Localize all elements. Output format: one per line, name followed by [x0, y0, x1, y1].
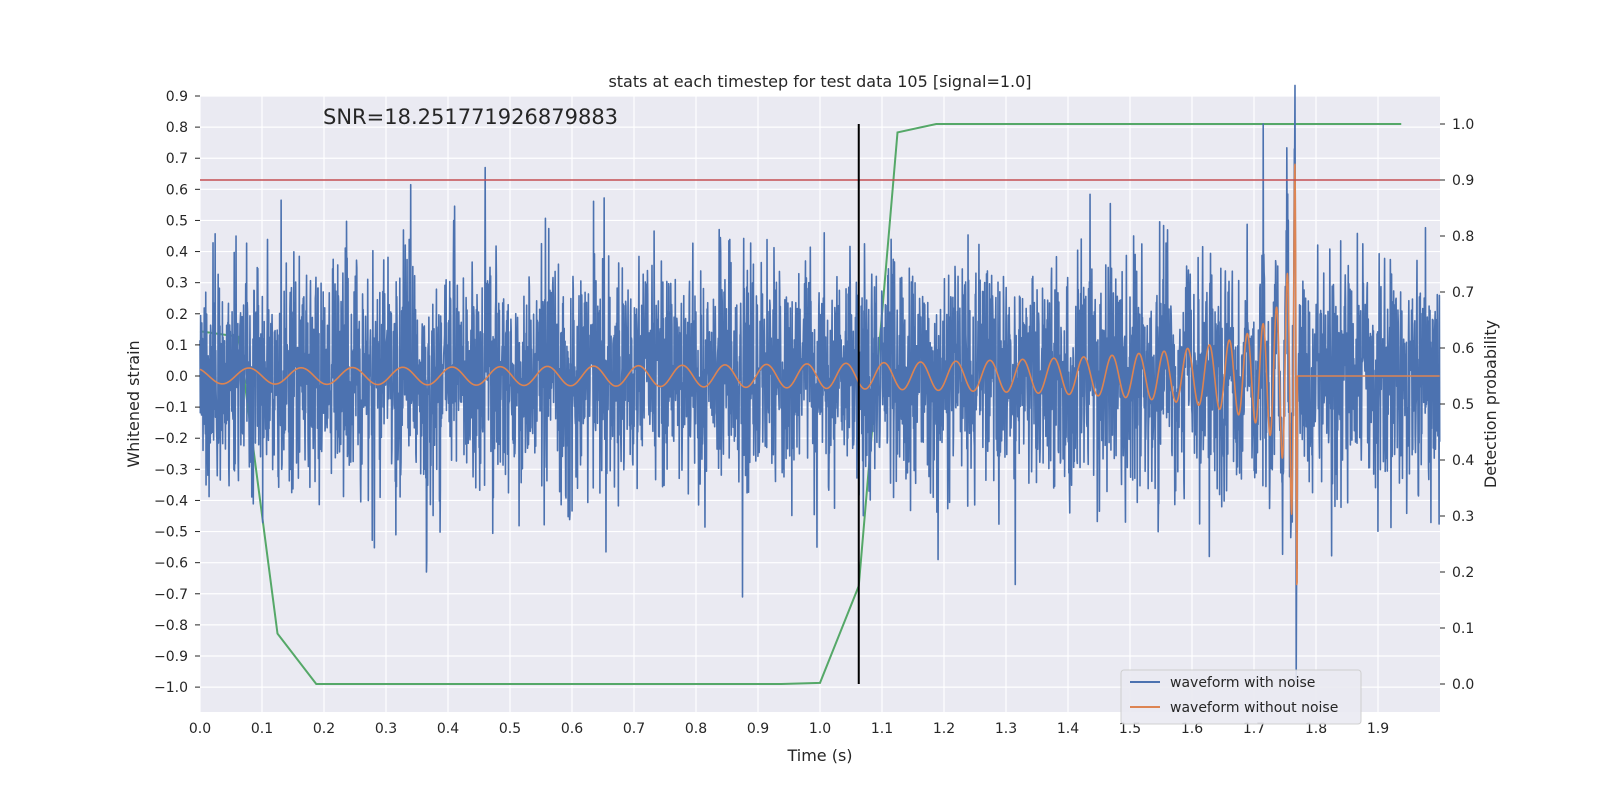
y-tick-label: −1.0	[154, 680, 188, 696]
x-tick-label: 0.2	[313, 721, 335, 737]
y-tick-label: 0.9	[166, 89, 188, 105]
x-tick-label: 1.4	[1057, 721, 1079, 737]
y2-tick-label: 0.3	[1452, 509, 1474, 525]
x-tick-label: 0.0	[189, 721, 211, 737]
y2-tick-label: 1.0	[1452, 117, 1474, 133]
y2-tick-label: 0.0	[1452, 677, 1474, 693]
x-tick-label: 1.6	[1181, 721, 1203, 737]
x-tick-label: 1.7	[1243, 721, 1265, 737]
y-tick-label: 0.1	[166, 338, 188, 354]
legend-label-clean: waveform without noise	[1170, 700, 1338, 716]
y2-tick-label: 0.4	[1452, 453, 1474, 469]
ticks: 0.0 0.1 0.2 0.3 0.4 0.5 0.6 0.7 0.8 0.9 1.0 1.1 1.2 1…	[154, 89, 1474, 737]
y-tick-label: 0.3	[166, 276, 188, 292]
y-tick-label: −0.3	[154, 462, 188, 478]
x-tick-label: 1.0	[809, 721, 831, 737]
y-tick-label: −0.7	[154, 587, 188, 603]
y-tick-label: 0.6	[166, 182, 188, 198]
y2-tick-label: 0.8	[1452, 229, 1474, 245]
y-tick-label: −0.5	[154, 525, 188, 541]
x-tick-label: 0.1	[251, 721, 273, 737]
y2-tick-label: 0.2	[1452, 565, 1474, 581]
y-tick-label: −0.6	[154, 556, 188, 572]
y2-tick-label: 0.6	[1452, 341, 1474, 357]
y2-tick-label: 0.7	[1452, 285, 1474, 301]
y-tick-label: −0.9	[154, 649, 188, 665]
legend: waveform with noise waveform without noi…	[1120, 669, 1362, 725]
x-tick-label: 0.5	[499, 721, 521, 737]
y-tick-label: 0.0	[166, 369, 188, 385]
x-tick-label: 0.7	[623, 721, 645, 737]
x-axis-label: Time (s)	[786, 746, 852, 765]
y2-tick-label: 0.1	[1452, 621, 1474, 637]
x-tick-label: 0.9	[747, 721, 769, 737]
x-tick-label: 0.3	[375, 721, 397, 737]
y-tick-label: −0.1	[154, 400, 188, 416]
x-tick-label: 1.5	[1119, 721, 1141, 737]
y2-tick-label: 0.9	[1452, 173, 1474, 189]
x-tick-label: 1.1	[871, 721, 893, 737]
y-tick-label: −0.8	[154, 618, 188, 634]
y-tick-label: −0.2	[154, 431, 188, 447]
clean-series	[199, 163, 1441, 586]
y-tick-label: −0.4	[154, 493, 188, 509]
chart-title: stats at each timestep for test data 105…	[608, 72, 1031, 91]
y-tick-label: 0.8	[166, 120, 188, 136]
y2-axis-label: Detection probability	[1481, 320, 1500, 488]
y-tick-label: 0.5	[166, 213, 188, 229]
probability-series	[199, 123, 1402, 685]
x-tick-label: 1.2	[933, 721, 955, 737]
snr-annotation: SNR=18.251771926879883	[323, 105, 618, 129]
y-tick-label: 0.7	[166, 151, 188, 167]
noisy-series	[199, 84, 1441, 682]
x-tick-label: 0.8	[685, 721, 707, 737]
x-tick-label: 0.4	[437, 721, 459, 737]
legend-label-noisy: waveform with noise	[1170, 675, 1315, 691]
x-tick-label: 1.3	[995, 721, 1017, 737]
reference-lines	[200, 124, 1440, 684]
x-tick-label: 1.9	[1367, 721, 1389, 737]
x-tick-label: 1.8	[1305, 721, 1327, 737]
y2-tick-label: 0.5	[1452, 397, 1474, 413]
y-tick-label: 0.4	[166, 245, 188, 261]
y-tick-label: 0.2	[166, 307, 188, 323]
noisy-waveform-line	[199, 84, 1441, 682]
clean-waveform-line	[199, 163, 1441, 586]
x-tick-label: 0.6	[561, 721, 583, 737]
legend-box	[1120, 669, 1362, 725]
y-axis-label: Whitened strain	[124, 340, 143, 467]
detection-probability-line	[199, 123, 1402, 685]
